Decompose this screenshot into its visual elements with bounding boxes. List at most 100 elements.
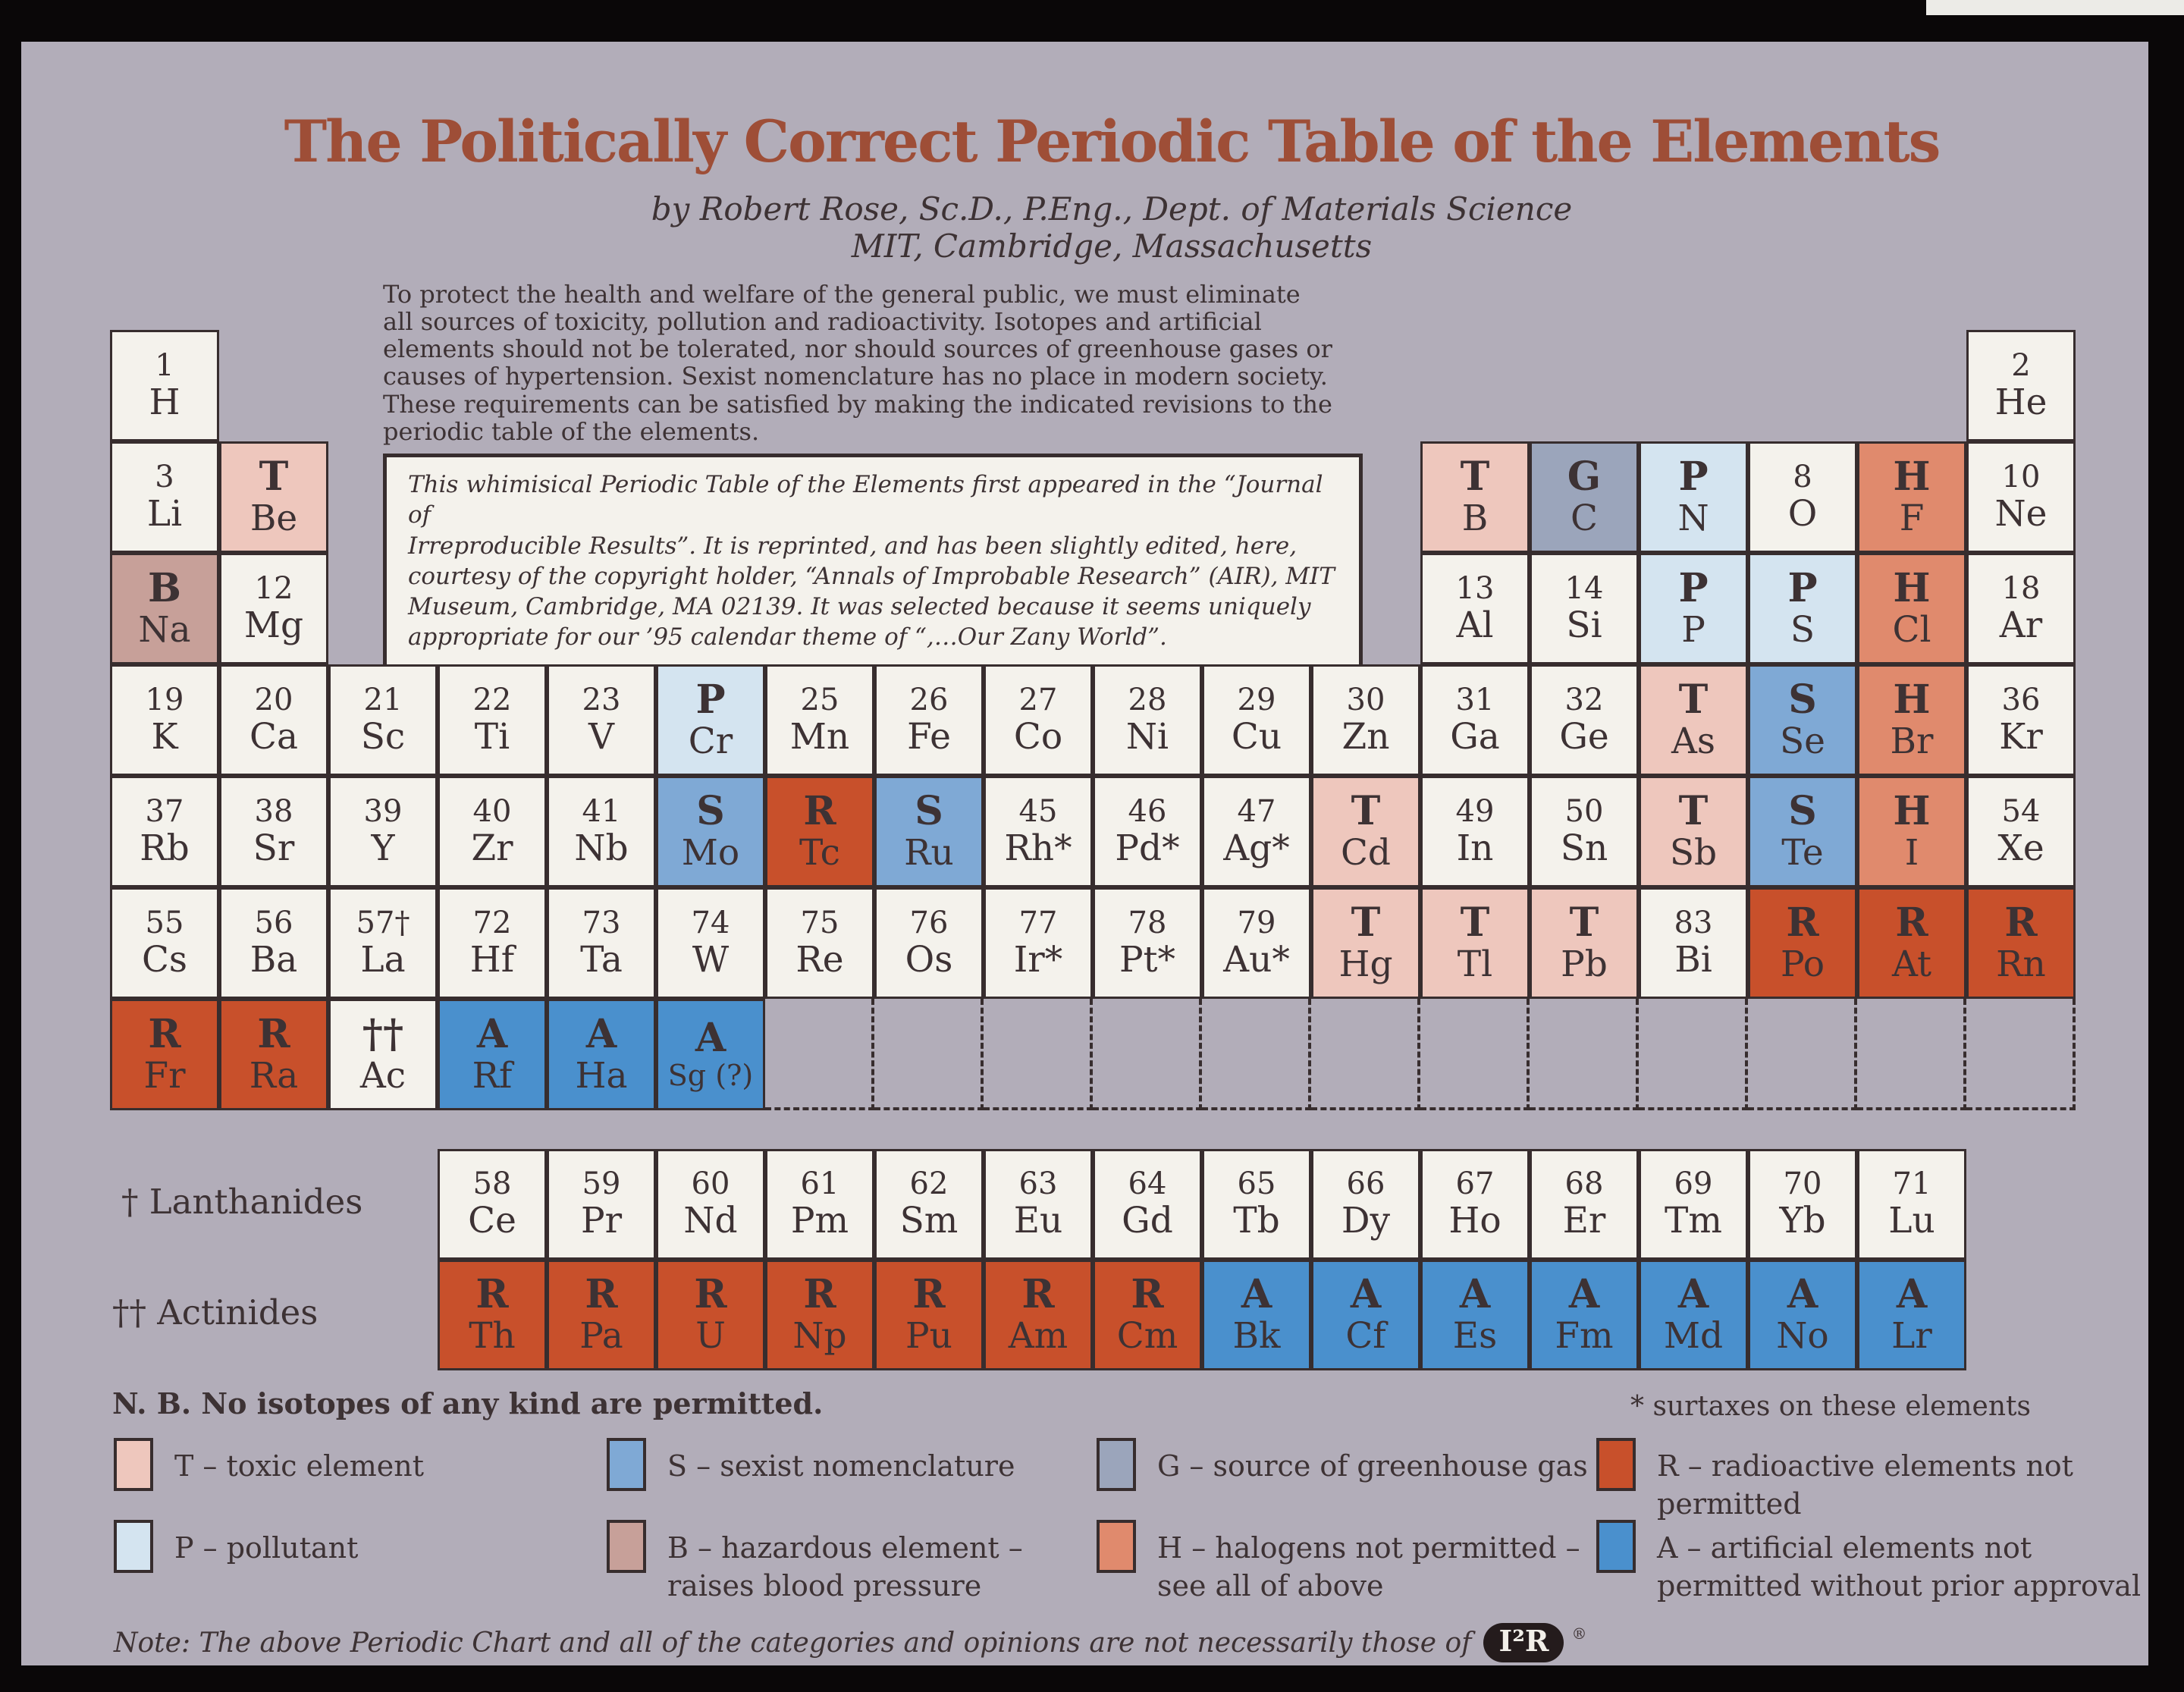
- element-symbol: Po: [1780, 943, 1825, 985]
- legend-item-H: H – halogens not permitted – see all of a…: [1097, 1520, 1580, 1605]
- empty-dashed-cell: [765, 999, 874, 1110]
- element-cell-Xe: 54 Xe: [1966, 776, 2076, 887]
- legend-label-line: A – artificial elements not: [1657, 1531, 2032, 1565]
- element-symbol: Pd*: [1115, 827, 1180, 869]
- element-symbol: At: [1891, 943, 1931, 985]
- element-top-label: 1: [155, 347, 174, 383]
- element-top-label: 3: [155, 459, 174, 494]
- element-top-label: 31: [1455, 682, 1495, 717]
- element-symbol: Rf: [472, 1054, 513, 1097]
- element-symbol: He: [1994, 381, 2048, 423]
- lanthanides-label: † Lanthanides: [121, 1182, 363, 1222]
- element-top-label: 38: [254, 793, 293, 829]
- element-cell-He: 2 He: [1966, 330, 2076, 441]
- element-symbol: Cr: [688, 720, 733, 762]
- element-symbol: V: [588, 715, 614, 758]
- actinide-cell-Fm: A Fm: [1530, 1260, 1639, 1370]
- legend-label-line: P – pollutant: [174, 1531, 359, 1565]
- element-symbol: Gd: [1122, 1200, 1173, 1242]
- legend-item-T: T – toxic element: [114, 1438, 424, 1491]
- element-cell-At: R At: [1857, 887, 1966, 999]
- element-symbol: Pu: [905, 1315, 952, 1358]
- element-symbol: Nb: [574, 827, 629, 869]
- element-top-label: 13: [1455, 570, 1495, 606]
- legend-label-line: T – toxic element: [174, 1449, 424, 1483]
- element-top-label: A: [1459, 1271, 1491, 1318]
- element-cell-Nb: 41 Nb: [547, 776, 656, 887]
- empty-dashed-cell: [1748, 999, 1857, 1110]
- legend-label-R: R – radioactive elements not permitted: [1657, 1438, 2073, 1523]
- element-top-label: 73: [582, 905, 621, 940]
- empty-dashed-cell: [1311, 999, 1420, 1110]
- element-symbol: Fe: [907, 715, 951, 758]
- element-cell-Ag: 47 Ag*: [1202, 776, 1311, 887]
- element-symbol: Dy: [1341, 1200, 1391, 1242]
- element-top-label: 2: [2011, 347, 2031, 383]
- actinide-cell-No: A No: [1748, 1260, 1857, 1370]
- element-top-label: 72: [472, 905, 512, 940]
- element-top-label: 47: [1237, 793, 1276, 829]
- element-symbol: Ce: [468, 1200, 516, 1242]
- legend-swatch-B: [607, 1520, 646, 1573]
- element-top-label: S: [915, 787, 943, 834]
- legend-label-P: P – pollutant: [174, 1520, 358, 1573]
- element-symbol: Ca: [249, 715, 298, 758]
- actinide-cell-Es: A Es: [1420, 1260, 1530, 1370]
- element-symbol: Ha: [575, 1054, 628, 1097]
- element-top-label: H: [1893, 787, 1931, 834]
- element-symbol: Tl: [1457, 943, 1493, 985]
- element-top-label: 23: [582, 682, 621, 717]
- element-symbol: La: [360, 938, 406, 981]
- element-cell-Kr: 36 Kr: [1966, 664, 2076, 776]
- nb-footnote: N. B. No isotopes of any kind are permit…: [112, 1386, 824, 1420]
- element-symbol: Rh*: [1004, 827, 1072, 869]
- legend-label-line: H – halogens not permitted –: [1157, 1531, 1580, 1565]
- element-cell-Ra: R Ra: [219, 999, 328, 1110]
- element-symbol: Sr: [253, 827, 295, 869]
- element-symbol: Co: [1013, 715, 1063, 758]
- element-cell-Co: 27 Co: [984, 664, 1093, 776]
- element-top-label: R: [257, 1010, 290, 1057]
- element-top-label: 8: [1793, 459, 1812, 494]
- element-symbol: Bi: [1674, 938, 1712, 981]
- element-top-label: A: [1896, 1271, 1928, 1318]
- legend-label-line: permitted without prior approval: [1657, 1569, 2142, 1603]
- element-top-label: G: [1567, 453, 1602, 500]
- legend-label-line: raises blood pressure: [667, 1569, 982, 1603]
- actinide-cell-Pa: R Pa: [547, 1260, 656, 1370]
- element-symbol: Rn: [1996, 943, 2046, 985]
- actinide-cell-Pu: R Pu: [874, 1260, 984, 1370]
- element-cell-Sb: T Sb: [1639, 776, 1748, 887]
- element-symbol: N: [1677, 497, 1709, 539]
- element-cell-Zr: 40 Zr: [438, 776, 547, 887]
- element-symbol: Zr: [471, 827, 513, 869]
- element-top-label: 28: [1128, 682, 1167, 717]
- element-cell-Ne: 10 Ne: [1966, 441, 2076, 553]
- element-top-label: T: [1351, 787, 1381, 834]
- element-top-label: 78: [1128, 905, 1167, 940]
- legend-label-T: T – toxic element: [174, 1438, 424, 1491]
- element-symbol: Er: [1562, 1200, 1606, 1242]
- element-top-label: T: [1678, 676, 1709, 723]
- element-symbol: Cl: [1892, 608, 1931, 651]
- element-symbol: Kr: [1999, 715, 2043, 758]
- intro-paragraph: To protect the health and welfare of the…: [383, 280, 1332, 446]
- lanthanide-cell-Yb: 70 Yb: [1748, 1149, 1857, 1260]
- scan-edge-artifact: [1926, 0, 2184, 15]
- actinide-cell-Cm: R Cm: [1093, 1260, 1202, 1370]
- element-symbol: Sb: [1669, 831, 1718, 874]
- element-cell-La: 57† La: [328, 887, 438, 999]
- element-cell-Ca: 20 Ca: [219, 664, 328, 776]
- element-top-label: 39: [363, 793, 403, 829]
- element-symbol: Os: [905, 938, 953, 981]
- element-symbol: Es: [1452, 1315, 1498, 1358]
- element-cell-Rb: 37 Rb: [110, 776, 219, 887]
- element-top-label: S: [1788, 676, 1817, 723]
- element-top-label: 57†: [356, 905, 410, 940]
- legend-item-S: S – sexist nomenclature: [607, 1438, 1015, 1491]
- element-top-label: 58: [472, 1166, 512, 1202]
